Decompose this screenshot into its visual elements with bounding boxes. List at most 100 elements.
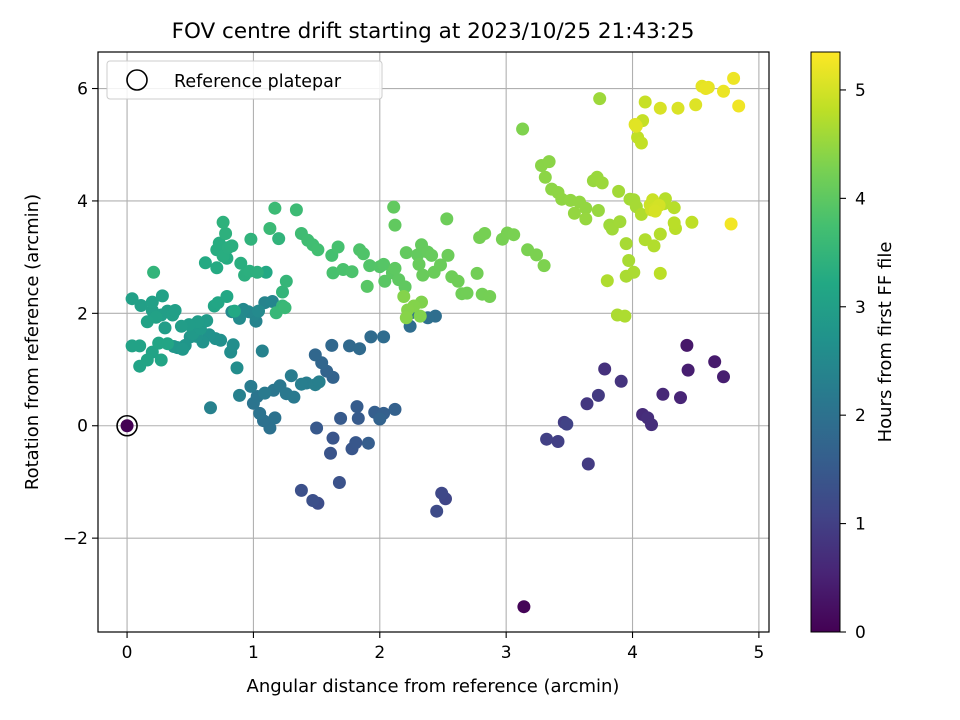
- data-point: [250, 265, 264, 279]
- x-tick-label: 5: [753, 643, 764, 663]
- data-point: [680, 338, 694, 352]
- data-point: [470, 266, 484, 280]
- data-point: [667, 216, 681, 230]
- data-point: [685, 215, 699, 229]
- data-point: [294, 377, 308, 391]
- data-point: [145, 295, 159, 309]
- data-point: [343, 339, 356, 353]
- data-point: [198, 256, 212, 270]
- reference-point: [120, 419, 134, 433]
- data-point: [325, 338, 339, 352]
- y-tick-label: 2: [77, 304, 88, 324]
- data-point: [349, 436, 363, 450]
- data-point: [268, 201, 282, 215]
- data-point: [259, 265, 273, 279]
- x-axis-ticks: 0 1 2 3 4 5: [122, 632, 764, 663]
- data-point: [252, 304, 265, 318]
- data-point: [174, 319, 188, 333]
- data-point: [154, 353, 168, 367]
- data-point: [430, 504, 444, 518]
- data-point: [134, 299, 148, 312]
- data-point: [161, 337, 174, 351]
- data-point: [440, 212, 454, 226]
- data-point: [220, 290, 234, 303]
- x-tick-label: 1: [248, 643, 259, 663]
- x-tick-label: 0: [122, 643, 133, 663]
- data-point: [483, 290, 497, 303]
- y-axis-label: Rotation from reference (arcmin): [22, 194, 43, 490]
- data-point: [537, 259, 551, 273]
- data-point: [634, 136, 648, 150]
- data-point: [378, 274, 392, 288]
- data-point: [216, 215, 230, 229]
- legend-marker-icon: [126, 69, 148, 91]
- data-point: [361, 436, 375, 450]
- data-point: [648, 204, 662, 218]
- data-point: [345, 265, 359, 279]
- data-point: [377, 330, 391, 344]
- data-point: [551, 435, 565, 448]
- data-point: [176, 342, 190, 356]
- data-point: [147, 265, 161, 279]
- data-point: [289, 203, 303, 217]
- data-point: [233, 388, 246, 402]
- data-point: [219, 227, 233, 240]
- colorbar-tick-label: 2: [855, 406, 866, 426]
- data-point: [388, 218, 402, 232]
- data-point: [478, 227, 492, 240]
- data-point: [595, 176, 609, 190]
- data-point: [580, 397, 594, 411]
- data-point: [373, 412, 387, 426]
- data-point: [653, 227, 667, 241]
- data-point: [460, 286, 474, 300]
- data-point: [598, 362, 612, 376]
- data-point: [351, 411, 365, 425]
- data-point: [517, 600, 531, 614]
- data-point: [311, 243, 325, 257]
- colorbar-ticks: 0 1 2 3 4 5: [840, 81, 866, 643]
- data-point: [451, 274, 465, 288]
- data-point: [516, 122, 530, 136]
- data-point: [538, 170, 552, 184]
- data-point: [140, 315, 154, 329]
- data-point: [645, 418, 658, 432]
- data-point: [689, 98, 703, 112]
- colorbar-tick-label: 0: [855, 623, 866, 643]
- y-tick-label: 6: [77, 80, 88, 100]
- data-point: [350, 400, 364, 414]
- colorbar-tick-label: 5: [855, 81, 866, 101]
- legend-box: [106, 60, 383, 100]
- data-point: [618, 309, 632, 323]
- data-point: [294, 483, 308, 497]
- data-point: [581, 457, 595, 471]
- data-point: [622, 254, 636, 267]
- data-point: [619, 237, 633, 251]
- data-point: [244, 232, 258, 246]
- data-point: [593, 92, 607, 106]
- data-point: [540, 432, 554, 446]
- data-point: [324, 446, 337, 460]
- data-point: [413, 309, 427, 323]
- data-point: [653, 101, 667, 115]
- x-tick-label: 2: [374, 643, 385, 663]
- x-tick-label: 4: [627, 643, 638, 663]
- data-point: [258, 386, 272, 400]
- data-point: [244, 379, 258, 393]
- data-point: [600, 274, 614, 288]
- data-point: [397, 290, 411, 303]
- data-point: [125, 292, 139, 306]
- data-point: [272, 232, 286, 246]
- data-point: [356, 247, 370, 261]
- data-point: [591, 388, 605, 402]
- data-point: [255, 344, 269, 358]
- data-point: [674, 391, 687, 405]
- data-point: [284, 369, 298, 383]
- data-point: [364, 330, 378, 344]
- data-point: [416, 268, 430, 282]
- x-tick-label: 3: [501, 643, 512, 663]
- data-point: [353, 342, 367, 356]
- reference-marker: [116, 414, 138, 437]
- data-point: [310, 421, 324, 435]
- data-point: [210, 261, 224, 275]
